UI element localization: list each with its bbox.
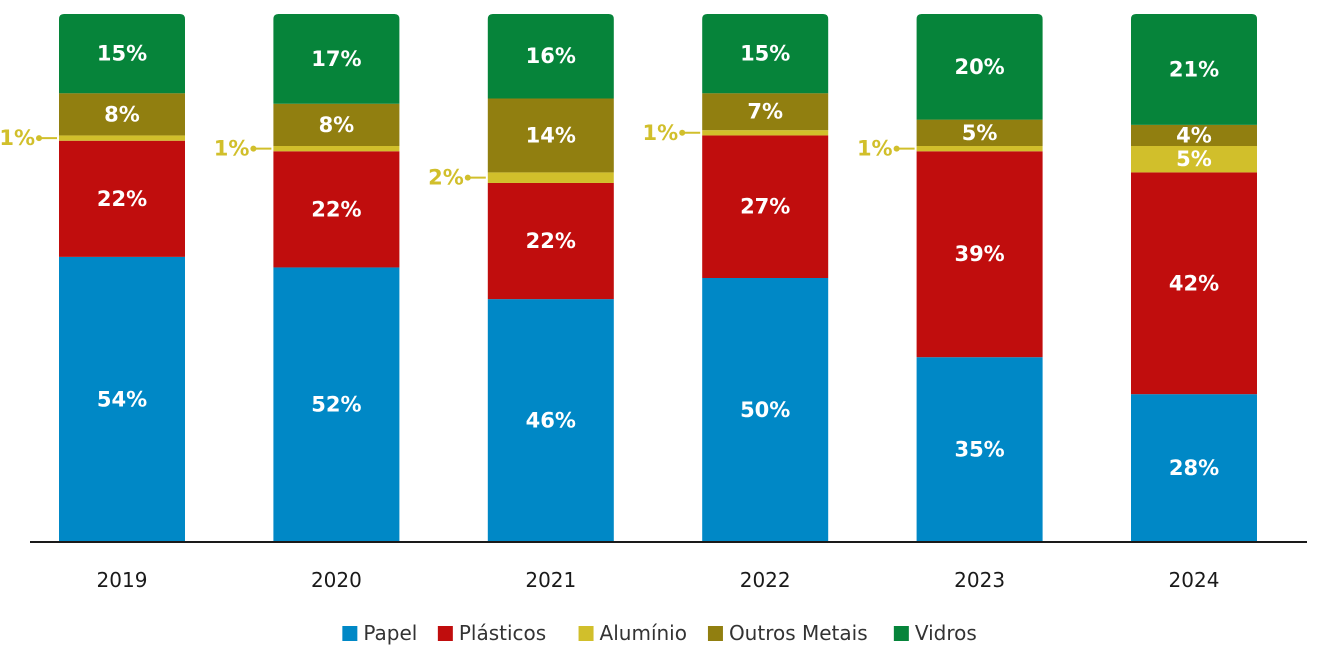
- segment-outros-metais-2020: [273, 103, 400, 146]
- segment-vidros-2023: [916, 14, 1043, 120]
- bar-2023: 35% 39% 1% 5% 20%: [857, 14, 1043, 542]
- legend-swatch-plasticos: [437, 626, 453, 641]
- segment-aluminio-2021: [487, 172, 614, 183]
- data-label-aluminio-2023: 1%: [857, 137, 893, 161]
- data-label-vidros-2024: 21%: [1169, 57, 1219, 81]
- segment-vidros-2022: [702, 14, 829, 94]
- data-label-aluminio-2019: 1%: [0, 126, 35, 150]
- bar-2021: 46% 22% 2% 14% 16%: [428, 14, 614, 542]
- segment-aluminio-2023: [916, 146, 1043, 152]
- data-label-vidros-2021: 16%: [526, 44, 576, 68]
- bar-2022: 50% 27% 1% 7% 15%: [643, 14, 829, 542]
- segment-plasticos-2023: [916, 151, 1043, 358]
- data-label-plasticos-2022: 27%: [740, 195, 790, 219]
- data-label-plasticos-2021: 22%: [526, 229, 576, 253]
- legend-swatch-aluminio: [578, 626, 594, 641]
- x-tick-label-2023: 2023: [954, 568, 1005, 592]
- data-label-aluminio-2024: 5%: [1176, 147, 1212, 171]
- legend-label-vidros: Vidros: [915, 621, 977, 645]
- data-label-aluminio-2022: 1%: [643, 121, 679, 145]
- segment-aluminio-2020: [273, 146, 400, 152]
- data-label-plasticos-2024: 42%: [1169, 271, 1219, 295]
- data-label-outros-metais-2022: 7%: [747, 100, 783, 124]
- data-label-outros-metais-2021: 14%: [526, 123, 576, 147]
- segment-aluminio-2024: [1131, 146, 1257, 173]
- leader-dot-aluminio-2019: [36, 135, 42, 142]
- segment-papel-2019: [59, 256, 185, 542]
- x-tick-label-2020: 2020: [311, 568, 362, 592]
- data-label-papel-2021: 46%: [526, 409, 576, 433]
- data-label-outros-metais-2020: 8%: [319, 113, 355, 137]
- leader-dot-aluminio-2023: [893, 145, 900, 152]
- bar-2019: 54% 22% 1% 8% 15%: [0, 14, 185, 542]
- data-label-papel-2022: 50%: [740, 398, 790, 422]
- segment-outros-metais-2023: [916, 119, 1043, 146]
- data-label-plasticos-2023: 39%: [954, 242, 1004, 266]
- segment-plasticos-2020: [273, 151, 400, 268]
- segment-plasticos-2022: [702, 135, 829, 278]
- data-label-vidros-2023: 20%: [954, 55, 1004, 79]
- legend-label-papel: Papel: [363, 621, 417, 645]
- segment-outros-metais-2019: [59, 93, 185, 136]
- legend-swatch-vidros: [893, 626, 909, 641]
- leader-dot-aluminio-2022: [679, 129, 686, 136]
- segment-vidros-2021: [487, 14, 614, 99]
- data-label-outros-metais-2019: 8%: [104, 102, 140, 126]
- segment-plasticos-2024: [1131, 172, 1257, 395]
- data-label-aluminio-2021: 2%: [428, 166, 464, 190]
- x-tick-label-2024: 2024: [1169, 568, 1220, 592]
- data-label-plasticos-2020: 22%: [311, 197, 361, 221]
- segment-outros-metais-2024: [1131, 124, 1257, 146]
- segment-aluminio-2022: [702, 130, 829, 136]
- segment-papel-2020: [273, 267, 400, 542]
- segment-outros-metais-2022: [702, 93, 829, 131]
- segment-papel-2022: [702, 278, 829, 542]
- segment-vidros-2020: [273, 14, 400, 104]
- bar-2020: 52% 22% 1% 8% 17%: [214, 14, 400, 542]
- data-label-papel-2019: 54%: [97, 387, 147, 411]
- data-label-outros-metais-2024: 4%: [1176, 123, 1212, 147]
- data-label-plasticos-2019: 22%: [97, 187, 147, 211]
- x-tick-label-2021: 2021: [525, 568, 576, 592]
- segment-papel-2021: [487, 299, 614, 542]
- bar-2024: 28% 42% 5%4% 21%: [1131, 14, 1257, 542]
- legend-label-aluminio: Alumínio: [600, 621, 687, 645]
- data-label-vidros-2022: 15%: [740, 42, 790, 66]
- data-label-vidros-2019: 15%: [97, 42, 147, 66]
- segment-papel-2023: [916, 357, 1043, 542]
- legend-label-outros-metais: Outros Metais: [729, 621, 868, 645]
- data-label-papel-2023: 35%: [954, 438, 1004, 462]
- leader-dot-aluminio-2021: [464, 174, 471, 181]
- x-tick-label-2019: 2019: [97, 568, 148, 592]
- data-label-papel-2024: 28%: [1169, 456, 1219, 480]
- leader-dot-aluminio-2020: [250, 145, 257, 152]
- segment-aluminio-2019: [59, 135, 185, 141]
- legend-swatch-papel: [342, 626, 358, 641]
- data-label-outros-metais-2023: 5%: [962, 121, 998, 145]
- x-tick-label-2022: 2022: [740, 568, 791, 592]
- segment-vidros-2024: [1131, 14, 1257, 125]
- legend-swatch-outros-metais: [707, 626, 723, 641]
- data-label-papel-2020: 52%: [311, 393, 361, 417]
- segment-vidros-2019: [59, 14, 185, 94]
- segment-papel-2024: [1131, 394, 1257, 542]
- legend-label-plasticos: Plásticos: [459, 621, 546, 645]
- data-label-aluminio-2020: 1%: [214, 137, 250, 161]
- data-label-vidros-2020: 17%: [311, 47, 361, 71]
- segment-plasticos-2021: [487, 182, 614, 300]
- segment-outros-metais-2021: [487, 98, 614, 173]
- segment-plasticos-2019: [59, 140, 185, 257]
